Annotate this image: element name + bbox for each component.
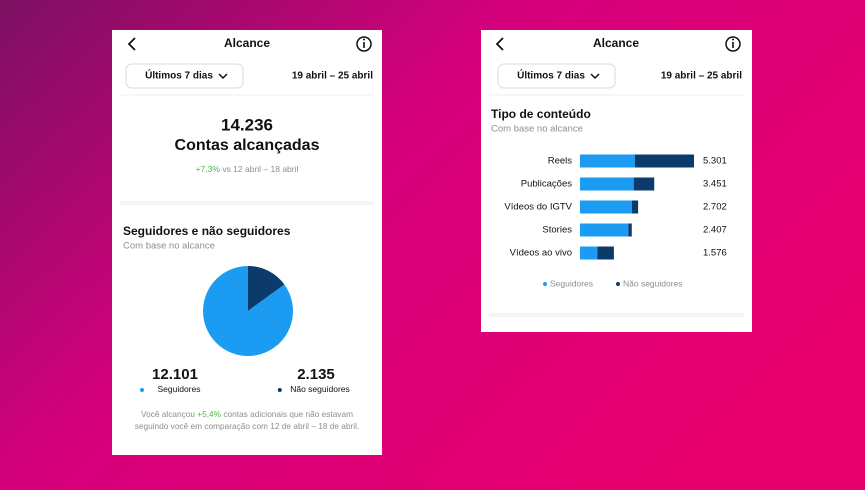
legend-label: Seguidores [550,278,593,288]
category-label: Vídeos do IGTV [504,202,572,213]
total-label: 2.702 [703,202,727,213]
bar-segment [631,200,639,214]
divider [489,313,744,317]
reach-label: Contas alcançadas [175,137,320,154]
note-text: Você alcançou [141,409,195,419]
period-dropdown[interactable] [125,63,244,89]
note-text: seguindo você em comparação com 12 de ab… [135,421,360,431]
reach-value: 14.236 [221,115,273,134]
chart-subtitle: Com base no alcance [491,124,583,135]
info-button[interactable] [356,36,372,52]
bar-segment [580,177,634,191]
bar-segment [634,154,694,168]
info-button[interactable] [725,36,741,52]
category-label: Vídeos ao vivo [510,248,572,259]
period: Últimos 7 dias [145,69,213,82]
category-label: Stories [542,225,572,236]
divider [120,201,374,205]
chevron [218,73,228,80]
reach-change: +7,3% vs 12 abril – 18 abril [196,164,299,174]
period: Últimos 7 dias [517,69,585,82]
legend-entry: Seguidores [157,384,200,394]
total-label: 2.407 [703,225,727,236]
legend-label: Não seguidores [290,384,350,394]
bar-segment [580,200,632,214]
total-label: 3.451 [703,179,727,190]
category-label: Reels [548,156,573,167]
pie-slice [202,266,293,356]
compare: vs 12 abril – 18 abril [222,164,298,174]
pie-slice [248,266,285,311]
legend-label: Seguidores [157,384,200,394]
back-button[interactable] [127,37,136,51]
period-dropdown[interactable] [497,63,616,89]
chart-title: Tipo de conteúdo [491,107,591,121]
note-text: contas adicionais que não estavam [223,409,353,419]
note: Você alcançou +5,4% contas adicionais qu… [141,409,353,419]
chart-title: Seguidores e não seguidores [123,224,291,238]
left-panel [112,30,382,455]
bar-segment [633,177,655,191]
total-label: 1.576 [703,248,727,259]
bar-segment [580,154,635,168]
legend-dot [616,282,620,286]
header-title: Alcance [593,36,639,50]
legend-dot [140,388,144,392]
back-button[interactable] [495,37,504,51]
value-label: 12.101 [152,366,198,383]
chevron [590,73,600,80]
bar-segment [580,223,629,237]
legend-label: Não seguidores [623,278,683,288]
header-title: Alcance [224,36,270,50]
bar-segment [628,223,632,237]
legend-dot [543,282,547,286]
change: +7,3% [196,164,221,174]
legend-entry: Não seguidores [290,384,350,394]
legend-dot [277,388,282,392]
chart-subtitle: Com base no alcance [123,241,215,252]
bar-segment [580,246,598,260]
bar-segment [597,246,614,260]
date-range: 19 abril – 25 abril [292,71,373,82]
note-change: +5,4% [197,409,221,419]
total-label: 5.301 [703,156,727,167]
category-label: Publicações [521,179,572,190]
date-range: 19 abril – 25 abril [661,71,742,82]
value-label: 2.135 [297,366,335,383]
